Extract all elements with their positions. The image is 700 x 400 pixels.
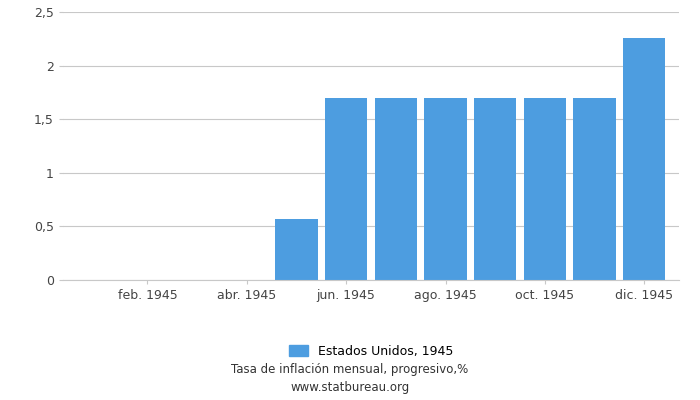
Text: Tasa de inflación mensual, progresivo,%: Tasa de inflación mensual, progresivo,% [232,364,468,376]
Bar [424,98,467,280]
Bar [623,38,665,280]
Legend: Estados Unidos, 1945: Estados Unidos, 1945 [284,340,458,363]
Text: www.statbureau.org: www.statbureau.org [290,382,410,394]
Bar [573,98,616,280]
Bar [325,98,368,280]
Bar [524,98,566,280]
Bar [474,98,517,280]
Bar [374,98,417,280]
Bar [275,219,318,280]
